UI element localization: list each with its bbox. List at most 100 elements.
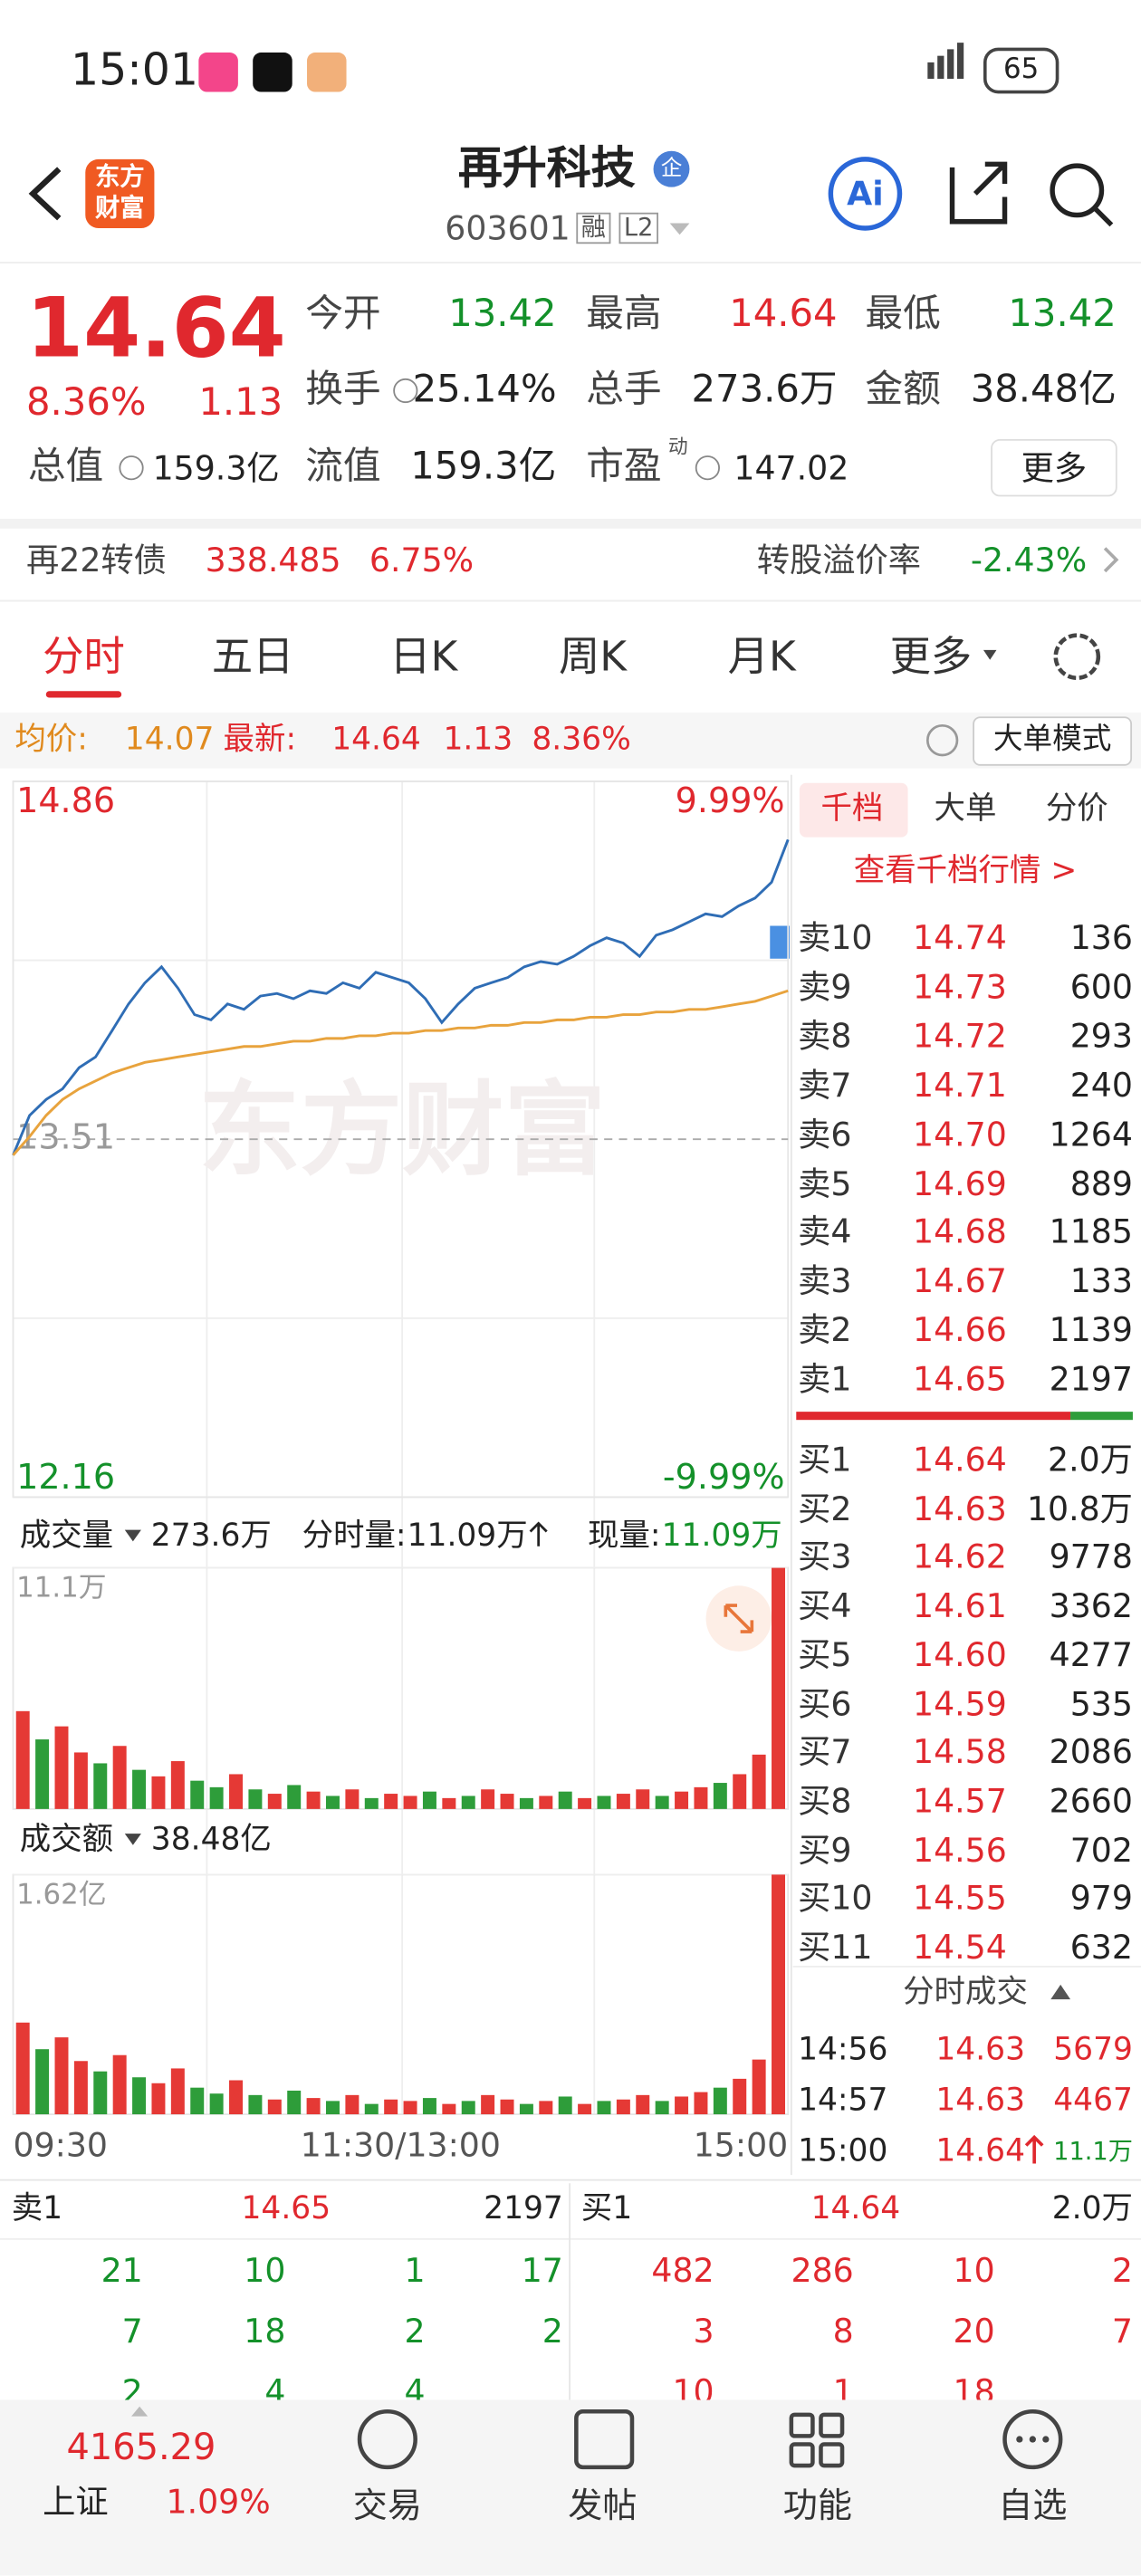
now-label: 现量:: [588, 1518, 661, 1554]
volume-bar: [752, 2059, 766, 2115]
trade-icon[interactable]: [357, 2408, 417, 2470]
dropdown-icon[interactable]: [124, 1529, 141, 1542]
tag: 融: [576, 212, 611, 244]
volume-bar: [132, 2077, 147, 2115]
book-tab[interactable]: 千档: [820, 790, 884, 827]
nav-item[interactable]: 交易: [352, 2485, 422, 2526]
tab[interactable]: 分时: [43, 632, 125, 681]
volume-title[interactable]: 成交量: [19, 1518, 114, 1554]
share-icon[interactable]: [949, 161, 1008, 225]
search-icon: [1093, 206, 1114, 227]
level-label: 买2: [798, 1488, 852, 1528]
mode-label[interactable]: 大单模式: [992, 722, 1112, 757]
y-tick-label: 14.86: [16, 780, 115, 820]
level-label: 卖1: [798, 1359, 852, 1399]
volume-bar: [597, 1796, 611, 1809]
nav-item[interactable]: 功能: [782, 2485, 852, 2526]
volume-bar: [190, 1780, 205, 1809]
sort-icon: [1050, 1984, 1071, 2000]
trade-volume: 11.1万: [1053, 2136, 1133, 2167]
queue-number: 7: [121, 2311, 143, 2351]
queue-grid: 21 10 1 17 7 18 2 2 2 4 4 482 286 10 2 3 8 20 7 10 1 18: [0, 2239, 1141, 2400]
volume-bar: [287, 2090, 302, 2115]
volume-bar: [151, 1776, 166, 1809]
index-name[interactable]: 上证: [43, 2482, 109, 2522]
level-label: 买11: [798, 1927, 873, 1967]
back-icon[interactable]: [28, 167, 62, 221]
post-icon[interactable]: [574, 2408, 635, 2470]
volume-bar: [461, 2101, 475, 2115]
volume-bar: [364, 1797, 379, 1809]
level-volume: 4277: [1049, 1634, 1133, 1674]
volume-bar: [93, 1763, 108, 1809]
volume-bar: [694, 2092, 708, 2115]
change-pct: 8.36%: [26, 381, 147, 425]
more-button[interactable]: [991, 438, 1117, 497]
mode-button[interactable]: [973, 716, 1133, 766]
tab[interactable]: 周K: [558, 632, 628, 681]
field-value: 13.42: [448, 292, 557, 336]
book-tab[interactable]: 分价: [1045, 790, 1108, 827]
level-price: 14.62: [913, 1537, 1007, 1577]
dropdown-icon[interactable]: [669, 223, 690, 235]
dropdown-icon[interactable]: [124, 1834, 141, 1845]
index-pct[interactable]: 1.09%: [166, 2482, 271, 2522]
volume-bar: [209, 1786, 224, 1809]
book-link[interactable]: 查看千档行情 >: [853, 852, 1078, 889]
queue-sell-volume: 2197: [484, 2190, 563, 2227]
tab[interactable]: 日K: [389, 632, 458, 681]
nav-item[interactable]: 发帖: [568, 2485, 638, 2526]
volume-bar: [422, 1791, 436, 1809]
ai-label[interactable]: Ai: [847, 174, 884, 214]
volume-bar: [636, 1789, 650, 1809]
field-value: 159.3亿: [410, 445, 557, 489]
level-price: 14.61: [913, 1585, 1007, 1625]
level-volume: 889: [1069, 1163, 1133, 1202]
ai-icon[interactable]: [828, 157, 903, 231]
queue-number: 2: [404, 2311, 426, 2351]
queue-number: 8: [832, 2311, 854, 2351]
function-icon[interactable]: [789, 2412, 845, 2468]
app-icon: [253, 53, 292, 92]
queue-number: 1: [832, 2371, 854, 2400]
settings-icon[interactable]: [1053, 633, 1101, 681]
help-icon[interactable]: [925, 723, 959, 757]
level-volume: 10.8万: [1026, 1488, 1133, 1528]
volume-bar: [209, 2093, 224, 2115]
index-value[interactable]: 4165.29: [66, 2428, 216, 2469]
ratio-bar: [796, 1412, 1071, 1421]
avg-label: 均价:: [14, 721, 88, 758]
amount-title[interactable]: 成交额: [19, 1821, 114, 1858]
volume-bar: [384, 2099, 398, 2115]
volume-bar: [578, 1797, 592, 1809]
level-label: 买6: [798, 1683, 852, 1723]
field-label: 金额: [865, 369, 941, 412]
nav-item[interactable]: 自选: [998, 2485, 1068, 2526]
watchlist-icon[interactable]: [1002, 2408, 1063, 2470]
level-volume: 1185: [1049, 1211, 1133, 1252]
logo-text: 东方: [95, 161, 145, 192]
trade-volume: 4467: [1053, 2082, 1133, 2119]
trade-price: 14.63: [935, 2031, 1026, 2068]
level-volume: 600: [1069, 966, 1133, 1007]
tab[interactable]: 五日: [211, 632, 294, 681]
search-icon[interactable]: [1050, 163, 1105, 218]
level-price: 14.57: [913, 1780, 1007, 1821]
volume-bar: [636, 2094, 650, 2115]
more-button-label[interactable]: 更多: [1021, 447, 1088, 488]
level-label: 卖2: [798, 1310, 852, 1350]
queue-buy-label: 买1: [580, 2190, 633, 2227]
app-icon: [198, 53, 238, 92]
price: 14.64: [26, 281, 286, 377]
level-volume: 133: [1069, 1260, 1133, 1301]
logo-bg: [85, 158, 155, 229]
volume-bar: [248, 2094, 263, 2115]
book-tab[interactable]: 大单: [934, 790, 997, 827]
volume-bar: [422, 2098, 436, 2115]
info-icon: [695, 455, 720, 481]
tab[interactable]: 月K: [727, 632, 796, 681]
tab[interactable]: 更多: [889, 632, 973, 681]
field-value: 13.42: [1008, 292, 1117, 336]
